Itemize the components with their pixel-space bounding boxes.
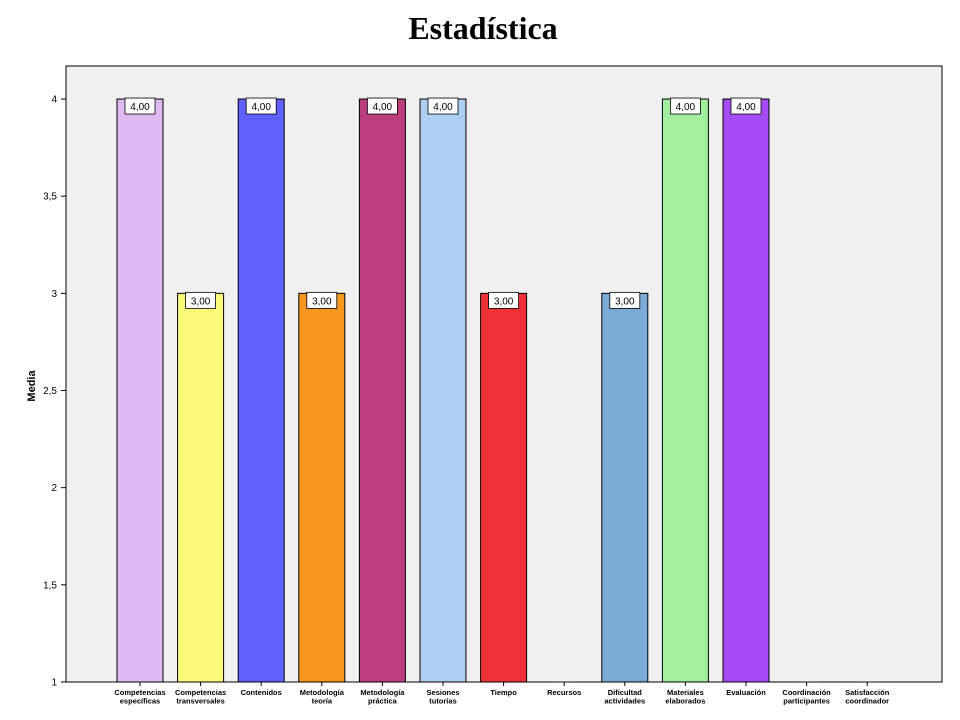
data-label: 3,00 (615, 296, 635, 307)
y-axis-title: Media (26, 370, 38, 402)
x-tick-label: Materiales (667, 688, 704, 697)
data-label: 4,00 (251, 102, 271, 113)
data-label: 4,00 (373, 102, 393, 113)
x-tick-label: participantes (783, 697, 830, 706)
x-tick-label: Competencias (114, 688, 165, 697)
data-label-box (488, 291, 520, 309)
bar (116, 98, 164, 683)
bar (480, 292, 528, 683)
x-tick-label: tutorías (429, 697, 457, 706)
y-tick-label: 3,5 (43, 192, 57, 203)
x-tick-label: específicas (120, 697, 160, 706)
y-tick-label: 1,5 (43, 580, 57, 591)
data-label: 4,00 (433, 102, 453, 113)
x-tick-label: Tiempo (490, 688, 517, 697)
data-label-box (427, 97, 459, 115)
bar (601, 292, 649, 683)
x-tick-label: teoría (312, 697, 333, 706)
chart-title: Estadística (408, 10, 558, 46)
y-tick-label: 2,5 (43, 386, 57, 397)
x-tick-label: actividades (604, 697, 645, 706)
x-tick-label: transversales (176, 697, 224, 706)
data-label-box (124, 97, 156, 115)
x-tick-label: práctica (368, 697, 398, 706)
y-tick-label: 3 (51, 289, 57, 300)
x-tick-label: Coordinación (782, 688, 831, 697)
x-tick-label: Metodología (300, 688, 345, 697)
x-tick-label: Contenidos (241, 688, 282, 697)
bar (419, 98, 467, 683)
bar (358, 98, 406, 683)
data-label-box (730, 97, 762, 115)
x-tick-label: Dificultad (608, 688, 643, 697)
bar (298, 292, 346, 683)
data-label-box (609, 291, 641, 309)
x-tick-label: Competencias (175, 688, 226, 697)
data-label: 3,00 (494, 296, 514, 307)
y-tick-label: 2 (51, 483, 57, 494)
x-tick-label: Recursos (547, 688, 581, 697)
x-tick-label: Metodología (360, 688, 405, 697)
x-tick-label: elaborados (665, 697, 705, 706)
y-tick-label: 1 (51, 678, 57, 689)
x-tick-label: Satisfacción (845, 688, 890, 697)
data-label: 3,00 (312, 296, 332, 307)
data-label-box (306, 291, 338, 309)
data-label-box (245, 97, 277, 115)
x-tick-label: coordinador (845, 697, 889, 706)
data-label: 4,00 (736, 102, 756, 113)
y-tick-label: 4 (51, 95, 57, 106)
data-label: 4,00 (676, 102, 696, 113)
x-tick-label: Sesiones (427, 688, 460, 697)
data-label-box (670, 97, 701, 115)
bar (722, 98, 770, 683)
bar (177, 292, 225, 683)
bar (661, 98, 709, 683)
data-label: 4,00 (130, 102, 150, 113)
data-label: 3,00 (191, 296, 211, 307)
data-label-box (366, 97, 398, 115)
data-label-box (185, 291, 217, 309)
x-tick-label: Evaluación (726, 688, 766, 697)
bar (237, 98, 285, 683)
